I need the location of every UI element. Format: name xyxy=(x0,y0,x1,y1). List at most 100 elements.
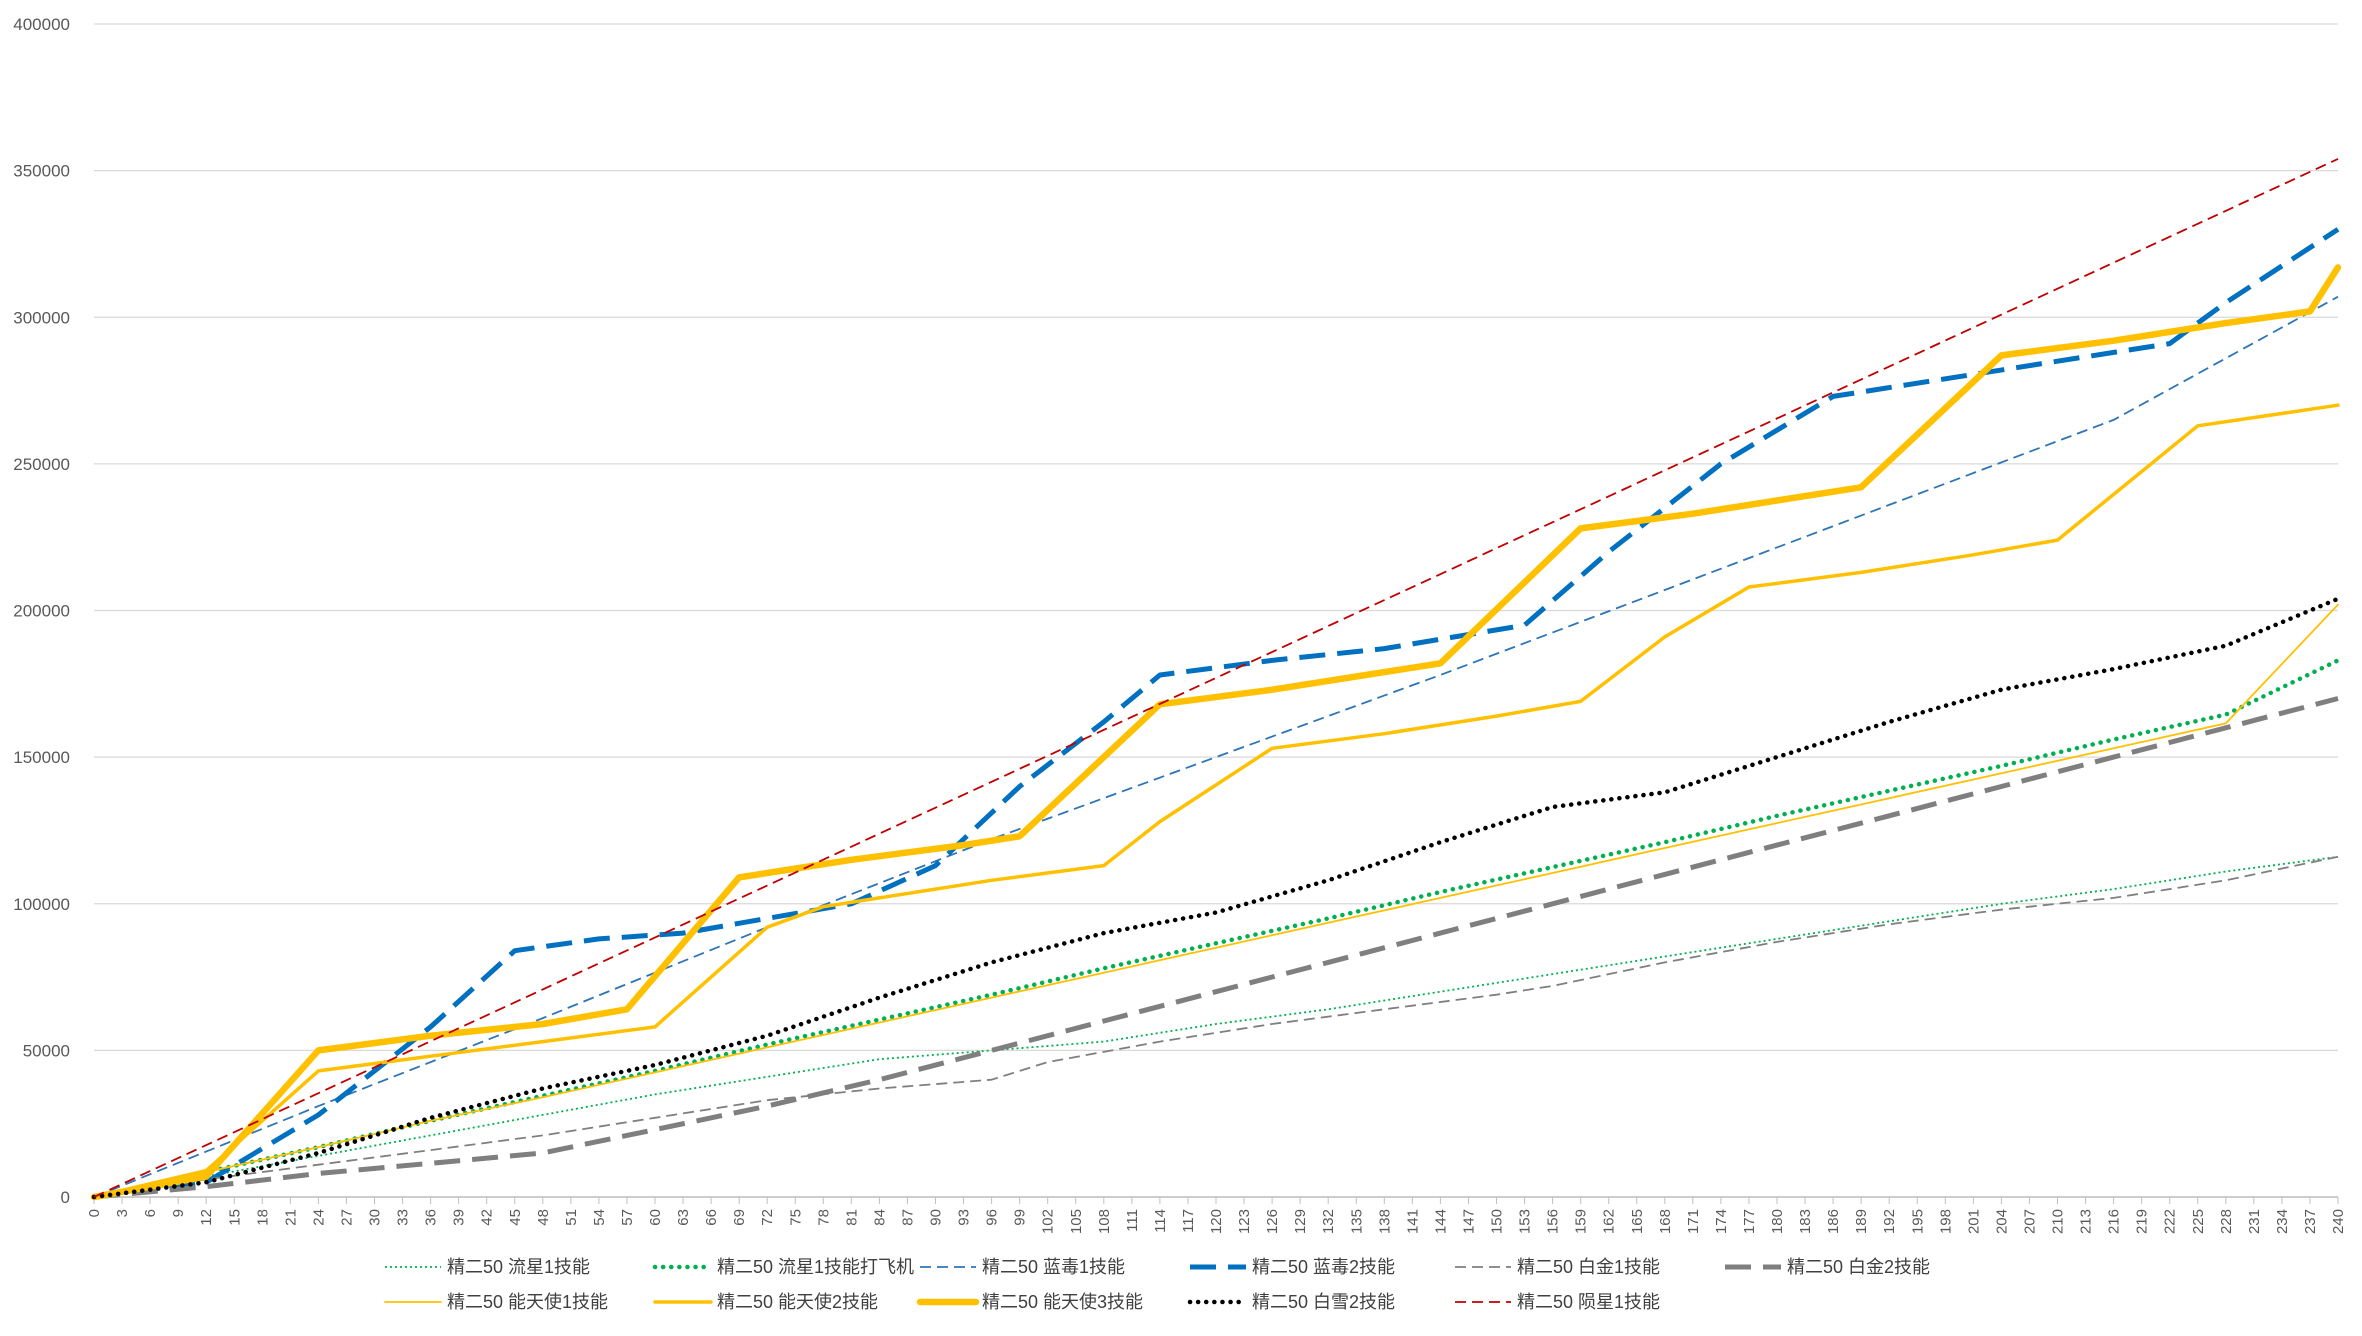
legend-item-9: 精二50 白雪2技能 xyxy=(1187,1292,1395,1312)
x-tick-label: 87 xyxy=(899,1209,916,1226)
x-tick-label: 105 xyxy=(1068,1209,1085,1234)
x-tick-label: 156 xyxy=(1545,1209,1562,1234)
x-tick-label: 126 xyxy=(1264,1209,1281,1234)
legend-item-8: 精二50 能天使3技能 xyxy=(916,1292,1143,1312)
x-tick-label: 144 xyxy=(1432,1209,1449,1234)
x-tick-label: 120 xyxy=(1208,1209,1225,1234)
x-tick-label: 9 xyxy=(170,1209,187,1217)
x-tick-label: 171 xyxy=(1685,1209,1702,1234)
series-lines xyxy=(90,158,2342,1201)
x-tick-label: 78 xyxy=(815,1209,832,1226)
x-tick-label: 210 xyxy=(2050,1209,2067,1234)
legend-item-6: 精二50 能天使1技能 xyxy=(384,1292,608,1312)
x-tick-label: 198 xyxy=(1937,1209,1954,1234)
x-tick-label: 21 xyxy=(282,1209,299,1226)
x-tick-label: 222 xyxy=(2162,1209,2179,1234)
legend: 精二50 流星1技能 精二50 流星1技能打飞机 精二50 蓝毒1技能 精二50 蓝毒… xyxy=(384,1257,1930,1312)
series-line-9 xyxy=(91,596,2341,1200)
legend-item-7: 精二50 能天使2技能 xyxy=(653,1292,878,1312)
x-tick-label: 0 xyxy=(86,1209,103,1217)
y-tick-label: 200000 xyxy=(13,602,70,621)
x-tick-label: 36 xyxy=(423,1209,440,1226)
x-tick-label: 219 xyxy=(2134,1209,2151,1234)
y-tick-label: 400000 xyxy=(13,15,70,34)
x-tick-label: 84 xyxy=(871,1209,888,1226)
legend-label: 精二50 陨星1技能 xyxy=(1517,1292,1660,1312)
x-tick-label: 114 xyxy=(1152,1209,1169,1233)
x-tick-label: 177 xyxy=(1741,1209,1758,1234)
x-tick-label: 195 xyxy=(1909,1209,1926,1234)
x-tick-label: 3 xyxy=(114,1209,131,1217)
series-line-1 xyxy=(91,658,2341,1200)
legend-label: 精二50 流星1技能打飞机 xyxy=(717,1257,914,1277)
x-tick-label: 75 xyxy=(787,1209,804,1226)
x-tick-label: 90 xyxy=(928,1209,945,1226)
x-tick-label: 18 xyxy=(254,1209,271,1226)
y-tick-label: 100000 xyxy=(13,895,70,914)
x-tick-label: 93 xyxy=(956,1209,973,1226)
legend-label: 精二50 蓝毒1技能 xyxy=(982,1257,1125,1277)
y-tick-label: 0 xyxy=(61,1188,70,1207)
x-tick-label: 225 xyxy=(2190,1209,2207,1234)
series-line-6 xyxy=(93,603,2339,1198)
x-tick-label: 117 xyxy=(1180,1209,1197,1233)
x-tick-label: 153 xyxy=(1517,1209,1534,1234)
x-tick-label: 39 xyxy=(451,1209,468,1226)
y-tick-label: 50000 xyxy=(23,1041,70,1060)
legend-label: 精二50 蓝毒2技能 xyxy=(1252,1257,1395,1277)
x-tick-label: 228 xyxy=(2218,1209,2235,1234)
x-tick-label: 162 xyxy=(1601,1209,1618,1234)
x-tick-label: 60 xyxy=(647,1209,664,1226)
series-line-4 xyxy=(93,855,2339,1198)
x-tick-label: 12 xyxy=(198,1209,215,1226)
x-tick-label: 138 xyxy=(1376,1209,1393,1234)
x-tick-label: 51 xyxy=(563,1209,580,1226)
x-tick-label: 186 xyxy=(1825,1209,1842,1234)
x-tick-label: 237 xyxy=(2302,1209,2319,1234)
gridlines xyxy=(94,23,2338,1198)
x-tick-label: 165 xyxy=(1629,1209,1646,1234)
x-tick-label: 66 xyxy=(703,1209,720,1226)
x-tick-label: 69 xyxy=(731,1209,748,1226)
x-tick-label: 57 xyxy=(619,1209,636,1226)
y-tick-label: 250000 xyxy=(13,455,70,474)
x-tick-label: 99 xyxy=(1012,1209,1029,1226)
x-tick-label: 180 xyxy=(1769,1209,1786,1234)
legend-label: 精二50 白金1技能 xyxy=(1517,1257,1660,1277)
x-tick-label: 24 xyxy=(310,1209,327,1226)
x-tick-label: 183 xyxy=(1797,1209,1814,1234)
x-tick-label: 63 xyxy=(675,1209,692,1226)
x-tick-label: 132 xyxy=(1320,1209,1337,1234)
x-tick-label: 207 xyxy=(2021,1209,2038,1234)
y-tick-label: 150000 xyxy=(13,748,70,767)
x-tick-label: 111 xyxy=(1124,1209,1141,1232)
x-tick-label: 108 xyxy=(1096,1209,1113,1234)
legend-label: 精二50 能天使2技能 xyxy=(717,1292,878,1312)
legend-label: 精二50 白金2技能 xyxy=(1787,1257,1930,1277)
x-tick-label: 189 xyxy=(1853,1209,1870,1234)
x-tick-label: 33 xyxy=(395,1209,412,1226)
x-tick-label: 168 xyxy=(1657,1209,1674,1234)
legend-label: 精二50 能天使3技能 xyxy=(982,1292,1143,1312)
x-tick-label: 15 xyxy=(226,1209,243,1226)
x-tick-label: 30 xyxy=(367,1209,384,1226)
x-tick-label: 48 xyxy=(535,1209,552,1226)
series-line-5 xyxy=(93,696,2339,1200)
x-tick-label: 141 xyxy=(1404,1209,1421,1234)
series-line-2 xyxy=(93,295,2339,1198)
x-tick-label: 45 xyxy=(507,1209,524,1226)
x-tick-label: 54 xyxy=(591,1209,608,1226)
series-line-10 xyxy=(93,158,2339,1198)
x-tick-label: 150 xyxy=(1489,1209,1506,1234)
x-tick-label: 96 xyxy=(984,1209,1001,1226)
x-tick-label: 234 xyxy=(2274,1209,2291,1234)
x-tick-label: 213 xyxy=(2078,1209,2095,1234)
x-tick-label: 6 xyxy=(142,1209,159,1217)
x-tick-label: 129 xyxy=(1292,1209,1309,1234)
series-line-0 xyxy=(93,855,2339,1198)
legend-item-10: 精二50 陨星1技能 xyxy=(1455,1292,1660,1312)
legend-label: 精二50 能天使1技能 xyxy=(447,1292,608,1312)
x-tick-label: 201 xyxy=(1965,1209,1982,1234)
